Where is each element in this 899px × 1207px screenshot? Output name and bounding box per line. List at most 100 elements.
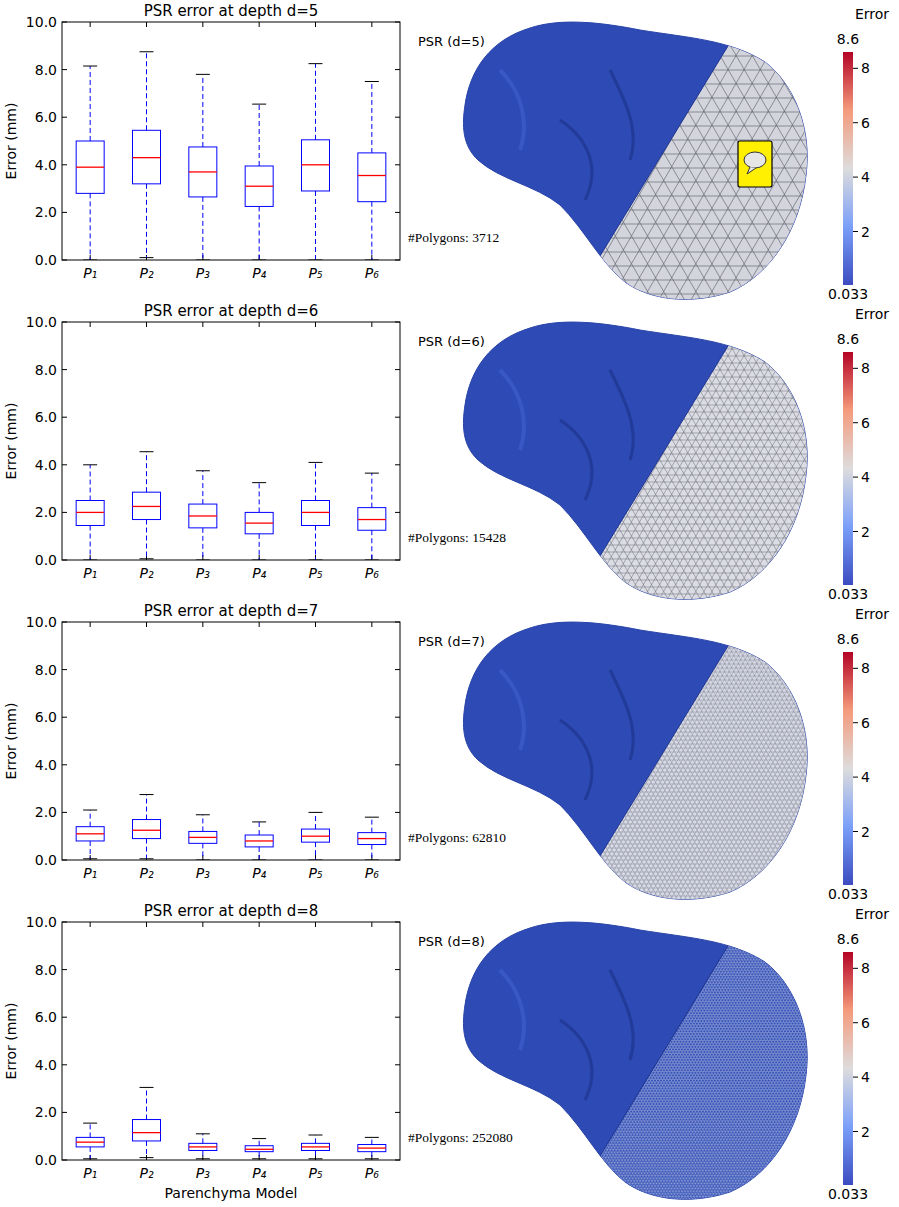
whisker bbox=[259, 1139, 260, 1146]
whisker bbox=[315, 1135, 316, 1143]
colorbar-min: 0.033 bbox=[828, 886, 868, 902]
x-tick bbox=[202, 922, 203, 927]
y-axis-title: Error (mm) bbox=[3, 403, 19, 480]
colorbar-tick-label: 6 bbox=[861, 715, 870, 731]
whisker-cap bbox=[83, 464, 97, 465]
icon-tail bbox=[747, 167, 756, 174]
box-chart: PSR error at depth d=8Error (mm)Parenchy… bbox=[3, 902, 400, 1201]
median bbox=[76, 167, 104, 168]
colorbar-tick bbox=[853, 231, 858, 232]
colorbar-tick-label: 2 bbox=[861, 824, 870, 840]
whisker bbox=[315, 462, 316, 500]
y-tick bbox=[62, 417, 67, 418]
colorbar bbox=[843, 352, 853, 585]
colorbar-tick-label: 4 bbox=[861, 469, 870, 485]
x-tick-label: P₃ bbox=[196, 865, 210, 881]
x-tick-label: P₂ bbox=[139, 565, 153, 581]
box bbox=[245, 512, 273, 533]
wireframe bbox=[0, 0, 899, 320]
box bbox=[358, 508, 386, 531]
y-tick bbox=[62, 69, 67, 70]
colorbar-tick bbox=[853, 1077, 858, 1078]
whisker-cap bbox=[309, 63, 323, 64]
colorbar-min: 0.033 bbox=[828, 286, 868, 302]
y-tick-label: 0.0 bbox=[35, 552, 57, 568]
comment-icon bbox=[738, 141, 772, 187]
mesh-fold bbox=[610, 70, 633, 160]
colorbar-tick bbox=[853, 831, 858, 832]
x-tick bbox=[259, 22, 260, 27]
chart-title: PSR error at depth d=8 bbox=[144, 902, 319, 920]
y-tick bbox=[395, 1064, 400, 1065]
median bbox=[302, 164, 330, 165]
y-tick bbox=[62, 1017, 67, 1018]
mesh-fold bbox=[610, 370, 633, 460]
mesh-fold bbox=[500, 670, 524, 750]
y-tick-label: 0.0 bbox=[35, 852, 57, 868]
whisker bbox=[371, 82, 372, 153]
x-tick bbox=[259, 322, 260, 327]
whisker bbox=[259, 847, 260, 860]
wire-lines bbox=[0, 300, 899, 620]
box bbox=[245, 166, 273, 206]
colorbar-tick-label: 2 bbox=[861, 524, 870, 540]
colorbar-tick bbox=[853, 177, 858, 178]
render-label: PSR (d=5) bbox=[418, 34, 485, 49]
x-tick-label: P₁ bbox=[83, 265, 97, 281]
y-tick bbox=[395, 717, 400, 718]
y-tick bbox=[395, 417, 400, 418]
whisker-cap bbox=[83, 1123, 97, 1124]
y-tick bbox=[395, 164, 400, 165]
box bbox=[76, 501, 104, 526]
median bbox=[245, 840, 273, 841]
whisker bbox=[259, 822, 260, 835]
median bbox=[189, 515, 217, 516]
boxes bbox=[76, 452, 386, 560]
whisker-cap bbox=[309, 1158, 323, 1159]
box bbox=[189, 1143, 217, 1150]
x-tick-label: P₅ bbox=[308, 1165, 322, 1181]
box bbox=[302, 829, 330, 842]
y-tick-label: 6.0 bbox=[35, 709, 57, 725]
y-tick-label: 2.0 bbox=[35, 804, 57, 820]
mesh-fold bbox=[500, 970, 524, 1050]
box bbox=[133, 820, 161, 839]
whisker bbox=[202, 1150, 203, 1158]
y-tick bbox=[62, 969, 67, 970]
x-tick-label: P₅ bbox=[308, 265, 322, 281]
whisker-cap bbox=[140, 558, 154, 559]
plot-frame bbox=[62, 322, 400, 560]
box-chart: PSR error at depth d=5Error (mm)0.02.04.… bbox=[3, 2, 400, 281]
whisker-cap bbox=[365, 1158, 379, 1159]
x-tick bbox=[202, 622, 203, 627]
median bbox=[133, 830, 161, 831]
whisker bbox=[259, 534, 260, 560]
y-tick bbox=[395, 969, 400, 970]
polygon-count: #Polygons: 3712 bbox=[408, 230, 499, 245]
box bbox=[189, 831, 217, 843]
median bbox=[358, 838, 386, 839]
colorbar-tick-label: 6 bbox=[861, 1015, 870, 1031]
x-tick bbox=[146, 622, 147, 627]
y-tick-label: 4.0 bbox=[35, 457, 57, 473]
y-tick-label: 0.0 bbox=[35, 252, 57, 268]
x-tick bbox=[315, 922, 316, 927]
colorbar-tick-label: 4 bbox=[861, 769, 870, 785]
whisker bbox=[371, 1152, 372, 1159]
whisker-cap bbox=[196, 1133, 210, 1134]
boxes bbox=[76, 795, 386, 860]
whisker-cap bbox=[83, 1158, 97, 1159]
median bbox=[245, 1149, 273, 1150]
box bbox=[76, 141, 104, 193]
median bbox=[302, 512, 330, 513]
colorbar-tick bbox=[853, 1131, 858, 1132]
mesh-fold bbox=[610, 670, 633, 760]
median bbox=[358, 1147, 386, 1148]
x-tick-label: P₄ bbox=[252, 265, 266, 281]
y-tick-label: 2.0 bbox=[35, 204, 57, 220]
whisker-cap bbox=[140, 1087, 154, 1088]
whisker bbox=[146, 520, 147, 559]
figure: PSR error at depth d=5Error (mm)0.02.04.… bbox=[0, 0, 899, 1207]
polygon-count: #Polygons: 62810 bbox=[408, 830, 506, 845]
mesh-fold bbox=[560, 120, 592, 200]
